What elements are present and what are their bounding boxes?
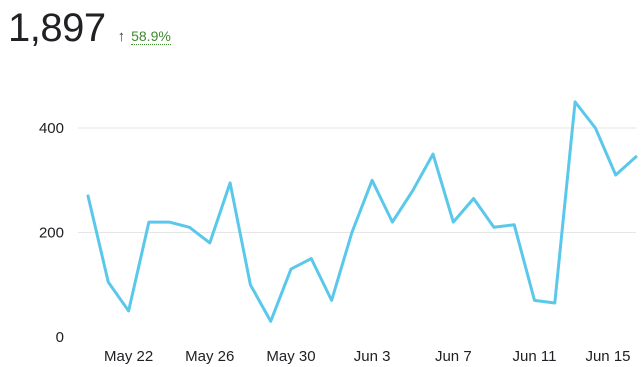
data-point[interactable] [347,228,357,238]
data-point[interactable] [469,194,479,204]
data-point[interactable] [387,217,397,227]
data-point[interactable] [306,254,316,264]
data-point[interactable] [83,191,93,201]
data-point[interactable] [245,280,255,290]
data-point[interactable] [124,306,134,316]
x-tick-label: Jun 15 [585,348,630,365]
delta-indicator: ↑ 58.9% [118,28,171,45]
x-tick-label: May 30 [266,348,315,365]
series-group [83,97,641,326]
arrow-up-icon: ↑ [117,28,126,45]
data-point[interactable] [164,217,174,227]
metric-summary: 1,897 ↑ 58.9% [8,6,171,51]
y-tick-label: 0 [56,329,64,346]
total-value: 1,897 [8,6,106,50]
data-point[interactable] [570,97,580,107]
data-point[interactable] [550,298,560,308]
data-point[interactable] [530,295,540,305]
data-point[interactable] [509,220,519,230]
data-point[interactable] [367,175,377,185]
data-point[interactable] [184,222,194,232]
data-point[interactable] [266,316,276,326]
y-axis-ticks: 0 200 400 [39,120,64,346]
x-tick-label: May 22 [104,348,153,365]
x-tick-label: May 26 [185,348,234,365]
x-tick-label: Jun 7 [435,348,472,365]
data-point[interactable] [205,238,215,248]
x-axis-ticks: May 22 May 26 May 30 Jun 3 Jun 7 Jun 11 Jun 15 [104,348,631,365]
data-point[interactable] [428,149,438,159]
data-point[interactable] [286,264,296,274]
data-point[interactable] [327,295,337,305]
x-tick-label: Jun 3 [354,348,391,365]
grid-lines [78,127,636,233]
x-tick-label: Jun 11 [513,348,557,365]
series-line[interactable] [86,100,638,323]
data-point[interactable] [631,152,641,162]
data-point[interactable] [489,222,499,232]
data-point[interactable] [225,178,235,188]
data-point[interactable] [611,170,621,180]
y-tick-label: 400 [39,120,64,137]
delta-percentage[interactable]: 58.9% [131,28,171,45]
data-point[interactable] [408,186,418,196]
data-point[interactable] [144,217,154,227]
y-tick-label: 200 [39,225,64,242]
data-point[interactable] [448,217,458,227]
data-point[interactable] [103,277,113,287]
data-point[interactable] [590,123,600,133]
